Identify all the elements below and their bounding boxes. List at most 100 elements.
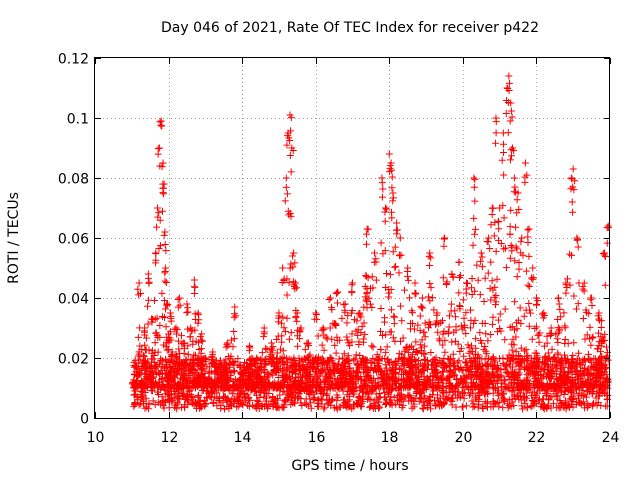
data-point [390,313,398,321]
data-point [346,364,354,372]
data-point [600,370,608,378]
data-point [489,383,497,391]
peak-point [154,213,162,221]
data-point [444,328,452,336]
data-point [318,341,326,349]
data-point [385,373,393,381]
data-point [471,225,479,233]
data-point [472,382,480,390]
data-point [366,300,374,308]
data-point [350,390,358,398]
peak-point [595,315,603,323]
data-point [589,399,597,407]
data-point [602,402,610,410]
data-point [578,371,586,379]
data-point [181,403,189,411]
peak-point [325,296,333,304]
data-point [245,376,253,384]
data-point [261,360,269,368]
data-point [424,293,432,301]
peak-point [292,314,300,322]
data-point [333,383,341,391]
peak-point [389,197,397,205]
data-point [520,312,528,320]
data-point [555,329,563,337]
peak-point [349,279,356,287]
data-point [296,335,304,343]
data-point [563,402,571,410]
data-point [283,291,291,299]
data-point [374,365,382,373]
data-point [278,332,286,340]
data-point [166,363,174,371]
data-point [440,327,448,335]
data-point [445,312,453,320]
peak-point [224,342,232,350]
peak-point [174,303,182,311]
data-point [406,294,414,302]
peak-point [427,254,435,262]
peak-point [378,193,386,201]
x-tick-label: 20 [455,430,473,446]
data-point [483,380,491,388]
data-point [568,369,576,377]
data-point [334,393,342,401]
data-point [261,372,269,380]
data-point [161,365,169,373]
peak-point [135,279,143,287]
data-point [332,320,340,328]
data-point [500,377,508,385]
data-point [421,350,429,358]
data-point [175,395,183,403]
data-point [456,303,464,311]
data-point [229,390,237,398]
data-point [548,393,556,401]
data-point [191,326,199,334]
data-point [497,383,505,391]
data-point [548,345,556,353]
data-point [501,376,509,384]
data-point [230,335,238,343]
data-point [568,355,576,363]
data-point [410,325,418,333]
data-point [566,250,574,258]
peak-point [478,253,486,261]
data-point [490,354,498,362]
peak-point [332,290,340,298]
data-point [280,353,288,361]
data-point [478,339,486,347]
data-point [386,328,394,336]
peak-point [286,151,294,159]
data-point [142,334,150,342]
data-point [405,377,413,385]
data-point [503,355,511,363]
data-point [522,346,530,354]
data-point [230,328,238,336]
data-point [184,325,192,333]
data-point [549,400,557,408]
data-point [362,296,370,304]
data-point [169,397,177,405]
data-point [236,399,244,407]
data-point [473,261,481,269]
data-point [164,370,172,378]
peak-point [510,174,518,182]
data-point [182,377,190,385]
peak-point [492,139,500,147]
data-point [523,384,531,392]
data-point [256,375,264,383]
data-point [204,379,212,387]
peak-point [289,147,297,155]
data-point [572,305,580,313]
data-point [535,338,543,346]
peak-point [231,303,239,311]
data-point [446,389,454,397]
data-point [139,396,147,404]
data-point [333,336,341,344]
data-point [434,368,442,376]
peak-point [524,226,532,234]
data-point [564,340,572,348]
peak-point [282,183,290,191]
data-point [419,362,427,370]
data-point [234,355,242,363]
